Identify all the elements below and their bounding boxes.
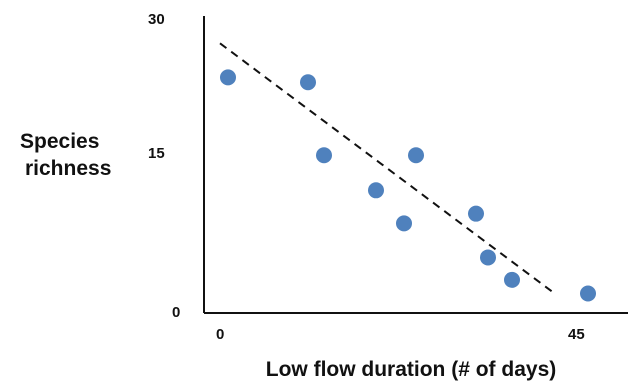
data-point-2 <box>300 74 316 91</box>
x-tick-label-0: 0 <box>216 326 224 343</box>
data-point-4 <box>368 182 384 199</box>
data-point-9 <box>504 271 520 288</box>
data-point-10 <box>580 285 596 302</box>
data-points <box>220 69 596 302</box>
data-point-6 <box>408 147 424 164</box>
data-point-1 <box>220 69 236 86</box>
y-axis-title-line-2: richness <box>25 157 111 180</box>
trend-line <box>219 42 553 293</box>
y-tick-label-15: 15 <box>148 145 165 162</box>
y-axis-title-line-1: Species <box>20 130 99 153</box>
x-axis-title: Low flow duration (# of days) <box>266 358 557 381</box>
x-tick-label-45: 45 <box>568 326 585 343</box>
data-point-3 <box>316 147 332 164</box>
y-tick-label-30: 30 <box>148 11 165 28</box>
data-point-8 <box>480 249 496 266</box>
axes <box>203 16 628 314</box>
data-point-7 <box>468 205 484 222</box>
data-point-5 <box>396 215 412 232</box>
y-tick-label-0: 0 <box>172 304 180 321</box>
